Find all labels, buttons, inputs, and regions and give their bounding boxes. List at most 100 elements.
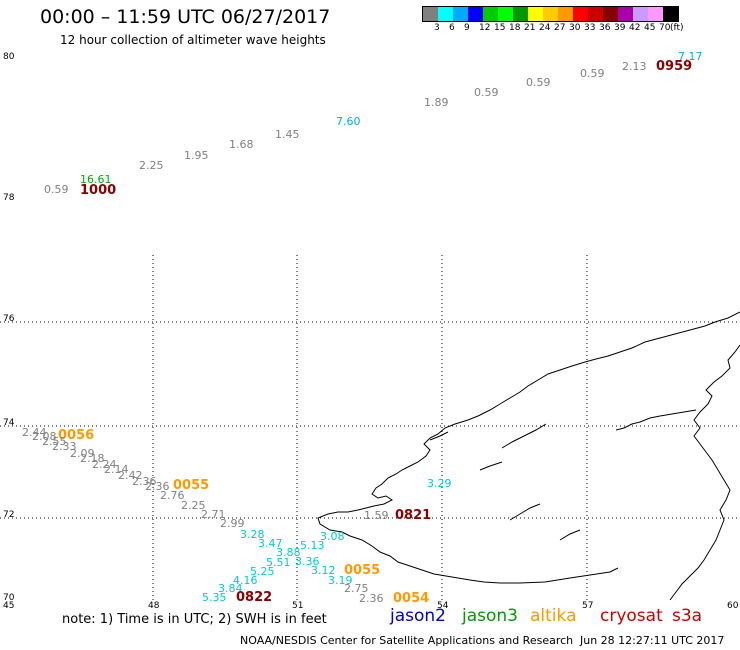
- observation-label: 5.13: [300, 539, 325, 552]
- color-scale-label: 36: [599, 23, 611, 33]
- observation-label: 2.76: [160, 489, 185, 502]
- lat-label-80: 80: [3, 52, 15, 62]
- color-swatch: [528, 7, 543, 21]
- pass-time-label: 0054: [393, 591, 430, 606]
- observation-label: 0.59: [526, 76, 551, 89]
- color-swatch: [453, 7, 468, 21]
- observation-label: 3.29: [427, 477, 452, 490]
- lat-label-72: 72: [3, 510, 15, 520]
- lat-label-74: 74: [3, 418, 15, 428]
- observation-label: 3.88: [276, 546, 301, 559]
- observation-label: 3.47: [258, 537, 283, 550]
- observation-label: 2.18: [80, 452, 105, 465]
- observation-label: 2.36: [359, 592, 384, 605]
- observation-label: 2.36: [145, 480, 170, 493]
- color-scale-label: (ft): [670, 23, 684, 33]
- legend-cryosat: cryosat: [600, 606, 663, 626]
- lon-label-60: 60: [727, 601, 739, 611]
- lon-label-51: 51: [292, 601, 304, 611]
- observation-label: 2.33: [52, 440, 77, 453]
- color-swatch: [573, 7, 588, 21]
- color-scale-label: 9: [464, 23, 470, 33]
- color-scale-label: 70: [659, 23, 671, 33]
- color-scale-label: 15: [494, 23, 506, 33]
- map-canvas: [0, 255, 740, 600]
- pass-time-label: 0055: [173, 478, 210, 493]
- observation-label: 0.59: [580, 67, 605, 80]
- color-swatch: [498, 7, 513, 21]
- color-swatch: [588, 7, 603, 21]
- observation-label: 2.55: [42, 435, 67, 448]
- observation-label: 5.51: [266, 556, 291, 569]
- footer-credit: NOAA/NESDIS Center for Satellite Applica…: [240, 634, 574, 647]
- color-scale-label: 3: [434, 23, 440, 33]
- observation-label: 2.08: [32, 430, 57, 443]
- lat-label-70: 70: [3, 593, 15, 603]
- observation-label: 3.08: [320, 530, 345, 543]
- observation-label: 2.36: [132, 475, 157, 488]
- observation-label: 2.13: [622, 60, 647, 73]
- lat-label-78: 78: [3, 193, 15, 203]
- legend-s3a: s3a: [672, 606, 703, 626]
- observation-label: 2.75: [344, 582, 369, 595]
- pass-time-label: 0959: [656, 59, 693, 74]
- observation-label: 1.89: [424, 96, 449, 109]
- color-scale-label: 12: [479, 23, 491, 33]
- color-scale-label: 33: [584, 23, 596, 33]
- color-swatch: [438, 7, 453, 21]
- pass-time-label: 0056: [58, 428, 95, 443]
- lon-label-54: 54: [437, 601, 449, 611]
- legend-jason2: jason2: [390, 606, 446, 626]
- pass-time-label: 0822: [236, 590, 273, 605]
- color-scale-label: 18: [509, 23, 521, 33]
- color-swatch: [603, 7, 618, 21]
- observation-label: 0.59: [44, 183, 69, 196]
- observation-label: 2.42: [118, 469, 143, 482]
- observation-label: 2.44: [22, 426, 47, 439]
- observation-label: 3.36: [295, 555, 320, 568]
- pass-time-label: 0055: [344, 563, 381, 578]
- coastline-greenland: [317, 311, 740, 600]
- color-scale-label: 21: [524, 23, 536, 33]
- color-scale-label: 39: [614, 23, 626, 33]
- observation-label: 4.16: [233, 574, 258, 587]
- color-swatch: [483, 7, 498, 21]
- lon-label-57: 57: [582, 601, 594, 611]
- color-swatch: [618, 7, 633, 21]
- pass-time-label: 1000: [80, 183, 117, 198]
- map-subtitle: 12 hour collection of altimeter wave hei…: [60, 33, 326, 47]
- footer-timestamp: Jun 28 12:27:11 UTC 2017: [580, 634, 725, 647]
- observation-label: 2.24: [92, 458, 117, 471]
- observation-label: 3.84: [218, 582, 243, 595]
- observation-label: 0.59: [474, 86, 499, 99]
- map-title: 00:00 – 11:59 UTC 06/27/2017: [40, 6, 331, 28]
- color-swatch: [663, 7, 678, 21]
- observation-label: 3.12: [311, 564, 336, 577]
- lat-lon-grid: [0, 255, 740, 600]
- legend-jason3: jason3: [462, 606, 518, 626]
- color-swatch: [468, 7, 483, 21]
- observation-label: 1.95: [184, 149, 209, 162]
- observation-label: 1.68: [229, 138, 254, 151]
- color-swatch: [543, 7, 558, 21]
- observation-label: 5.35: [202, 591, 227, 604]
- color-scale-label: 42: [629, 23, 641, 33]
- color-scale-label: 6: [449, 23, 455, 33]
- observation-label: 16.61: [80, 173, 112, 186]
- legend-altika: altika: [530, 606, 577, 626]
- observation-label: 5.25: [250, 565, 275, 578]
- color-swatch: [648, 7, 663, 21]
- lon-label-45: 45: [3, 601, 15, 611]
- pass-time-label: 0821: [395, 508, 432, 523]
- color-scale-label: 30: [569, 23, 581, 33]
- observation-label: 7.60: [336, 115, 361, 128]
- observation-label: 2.14: [104, 463, 129, 476]
- color-swatch: [513, 7, 528, 21]
- observation-label: 2.25: [139, 159, 164, 172]
- observation-label: 7.17: [678, 50, 703, 63]
- color-swatch: [558, 7, 573, 21]
- lon-label-48: 48: [148, 601, 160, 611]
- color-scale-label: 45: [644, 23, 656, 33]
- lat-label-76: 76: [3, 314, 15, 324]
- color-swatch: [423, 7, 438, 21]
